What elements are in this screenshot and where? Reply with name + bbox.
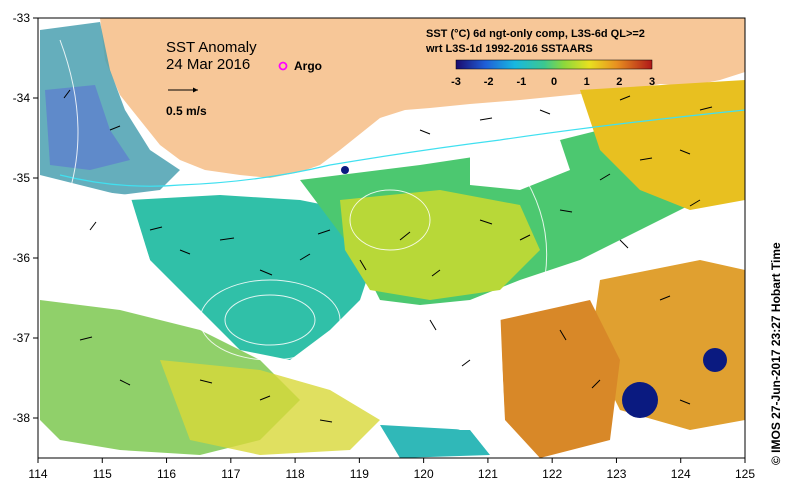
x-tick-label: 124 — [671, 467, 691, 481]
x-tick-label: 125 — [735, 467, 755, 481]
x-tick-label: 123 — [606, 467, 626, 481]
cold-anomaly-pocket — [341, 166, 349, 174]
warm-anomaly-east — [580, 80, 745, 210]
yellow-anomaly-patch — [340, 190, 540, 300]
y-tick-label: -35 — [13, 171, 31, 185]
x-tick-label: 117 — [221, 467, 240, 481]
x-tick-label: 118 — [286, 467, 305, 481]
colorbar-tick-label: 0 — [551, 76, 557, 88]
y-tick-label: -33 — [13, 11, 31, 25]
colorbar-tick-label: -1 — [516, 76, 526, 88]
x-tick-label: 116 — [157, 467, 176, 481]
colorbar-ticks: -3 -2 -1 0 1 2 3 — [451, 76, 655, 88]
legend-title-line1: SST (°C) 6d ngt-only comp, L3S-6d QL>=2 — [426, 28, 645, 40]
colorbar-tick-label: -2 — [484, 76, 494, 88]
no-data-gap — [470, 140, 570, 190]
x-tick-label: 121 — [478, 467, 498, 481]
x-axis-ticks: 114 115 116 117 118 119 120 121 122 123 124 125 — [28, 458, 755, 481]
yellow-anomaly-south — [160, 360, 380, 455]
ssh-contours — [59, 39, 548, 361]
cold-anomaly-west-inner — [45, 85, 130, 170]
velocity-scale-label: 0.5 m/s — [166, 104, 207, 118]
x-tick-label: 122 — [542, 467, 562, 481]
y-tick-label: -36 — [13, 251, 31, 265]
colorbar-tick-label: 3 — [649, 76, 655, 88]
x-tick-label: 115 — [93, 467, 112, 481]
x-tick-label: 119 — [350, 467, 369, 481]
legend-title-line2: wrt L3S-1d 1992-2016 SSTAARS — [425, 43, 593, 55]
map-title: SST Anomaly — [166, 39, 257, 56]
credit-text: © IMOS 27-Jun-2017 23:27 Hobart Time — [769, 242, 783, 465]
warm-anomaly-south — [500, 300, 620, 458]
map-date: 24 Mar 2016 — [166, 56, 250, 73]
y-tick-label: -37 — [13, 331, 31, 345]
x-tick-label: 114 — [28, 467, 47, 481]
velocity-scale-arrowhead-icon — [193, 87, 198, 93]
leeuwin-current-line — [59, 109, 745, 187]
colorbar-tick-label: 2 — [616, 76, 622, 88]
velocity-scale: 0.5 m/s — [166, 87, 207, 118]
colorbar-tick-label: -3 — [451, 76, 461, 88]
land-mass — [100, 18, 745, 178]
y-axis-ticks: -33 -34 -35 -36 -37 -38 — [13, 11, 38, 425]
plot-frame — [37, 17, 746, 459]
y-tick-label: -38 — [13, 411, 31, 425]
colorbar-tick-label: 1 — [584, 76, 590, 88]
argo-legend-icon — [278, 61, 288, 71]
y-tick-label: -34 — [13, 91, 31, 105]
neutral-anomaly-band — [130, 195, 380, 360]
x-tick-label: 120 — [414, 467, 434, 481]
cold-anomaly-pocket — [622, 382, 658, 418]
no-data-gap — [370, 305, 505, 430]
no-data-gap — [40, 185, 150, 280]
teal-anomaly-south — [380, 425, 490, 458]
argo-legend-label: Argo — [294, 59, 322, 73]
colorbar — [455, 59, 653, 70]
cold-anomaly-pocket — [703, 348, 727, 372]
sst-field — [40, 18, 745, 458]
current-vectors — [63, 89, 713, 423]
